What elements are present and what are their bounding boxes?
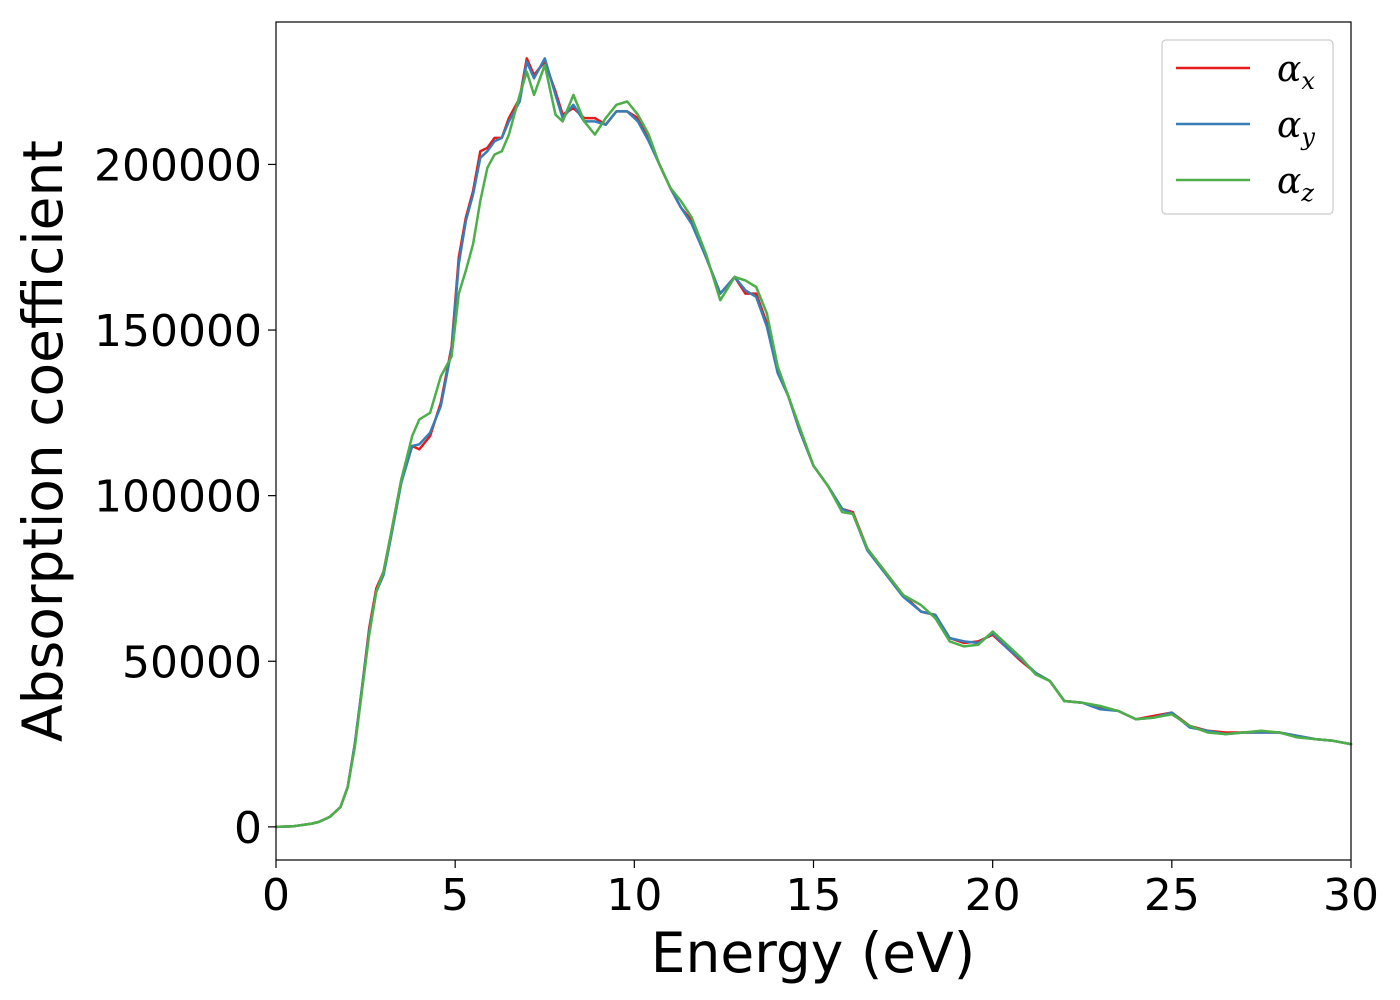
x-tick-label: 30	[1323, 870, 1379, 921]
legend-symbol: α	[1277, 49, 1301, 90]
legend-subscript: z	[1300, 179, 1314, 207]
y-axis-label: Absorption coefficient	[11, 140, 75, 742]
legend-subscript: y	[1300, 123, 1315, 151]
legend-label-z: αz	[1277, 161, 1314, 207]
x-axis-label: Energy (eV)	[651, 921, 975, 985]
legend-subscript: x	[1301, 67, 1315, 95]
legend-label-x: αx	[1277, 49, 1315, 95]
x-tick-label: 10	[606, 870, 662, 921]
y-tick-label: 0	[234, 803, 262, 854]
y-tick-label: 150000	[94, 306, 262, 357]
legend-frame	[1161, 39, 1334, 215]
x-axis-ticks: 0 5 10 15 20 25 30	[262, 860, 1379, 921]
y-axis-ticks: 0 50000 100000 150000 200000	[94, 140, 276, 854]
legend-symbol: α	[1277, 161, 1301, 202]
y-tick-label: 50000	[122, 637, 262, 688]
x-tick-label: 20	[965, 870, 1021, 921]
series-line-y	[274, 57, 1353, 829]
x-tick-label: 0	[262, 870, 290, 921]
x-tick-label: 25	[1144, 870, 1200, 921]
series-line-z	[274, 63, 1353, 829]
series-layer	[274, 57, 1353, 829]
x-tick-label: 15	[786, 870, 842, 921]
x-tick-label: 5	[441, 870, 469, 921]
y-tick-label: 100000	[94, 472, 262, 523]
legend-symbol: α	[1277, 105, 1301, 146]
y-tick-label: 200000	[94, 140, 262, 191]
legend-label-y: αy	[1277, 105, 1315, 151]
